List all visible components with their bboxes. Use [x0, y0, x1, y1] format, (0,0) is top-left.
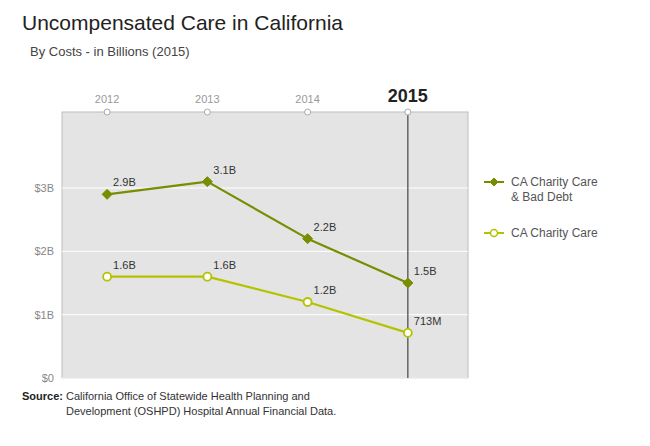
data-point — [303, 234, 313, 244]
legend-entry: CA Charity Care — [484, 226, 598, 240]
y-tick-label: $0 — [42, 372, 54, 384]
data-label: 1.6B — [213, 259, 236, 271]
x-tick — [305, 109, 311, 115]
data-point — [404, 329, 412, 337]
data-label: 1.2B — [314, 284, 337, 296]
data-point — [103, 273, 111, 281]
y-tick-label: $2B — [34, 245, 54, 257]
reference-line — [407, 112, 408, 378]
data-point — [403, 278, 413, 288]
legend-marker — [490, 178, 498, 186]
data-label: 1.5B — [414, 265, 437, 277]
grid-line — [62, 378, 468, 379]
x-tick-label: 2012 — [95, 93, 119, 105]
x-tick-label: 2013 — [195, 93, 219, 105]
series-line — [107, 182, 408, 283]
title: Uncompensated Care in California — [22, 11, 343, 34]
data-label: 713M — [414, 315, 442, 327]
source-text: California Office of Statewide Health Pl… — [66, 390, 336, 417]
data-point — [203, 273, 211, 281]
data-label: 2.2B — [314, 221, 337, 233]
legend-entry: CA Charity Care& Bad Debt — [484, 175, 598, 204]
subtitle: By Costs - in Billions (2015) — [30, 44, 190, 59]
plot-area — [62, 112, 468, 378]
series-group — [102, 177, 413, 337]
legend-label: CA Charity Care — [511, 226, 598, 240]
data-point — [202, 177, 212, 187]
x-tick-label: 2015 — [388, 86, 428, 106]
data-label: 2.9B — [113, 176, 136, 188]
data-label: 3.1B — [213, 164, 236, 176]
grid-line — [62, 314, 468, 315]
legend-marker — [491, 230, 498, 237]
y-tick-label: $1B — [34, 309, 54, 321]
legend-label: CA Charity Care& Bad Debt — [511, 175, 598, 204]
data-point — [102, 189, 112, 199]
data-label: 1.6B — [113, 259, 136, 271]
chart: Uncompensated Care in California By Costs… — [0, 0, 650, 446]
source-label: Source: — [22, 390, 63, 402]
x-tick — [405, 109, 411, 115]
series-line — [107, 277, 408, 333]
x-tick — [204, 109, 210, 115]
x-tick — [104, 109, 110, 115]
grid-line — [62, 251, 468, 252]
x-tick-label: 2014 — [295, 93, 319, 105]
data-point — [304, 298, 312, 306]
y-tick-label: $3B — [34, 182, 54, 194]
